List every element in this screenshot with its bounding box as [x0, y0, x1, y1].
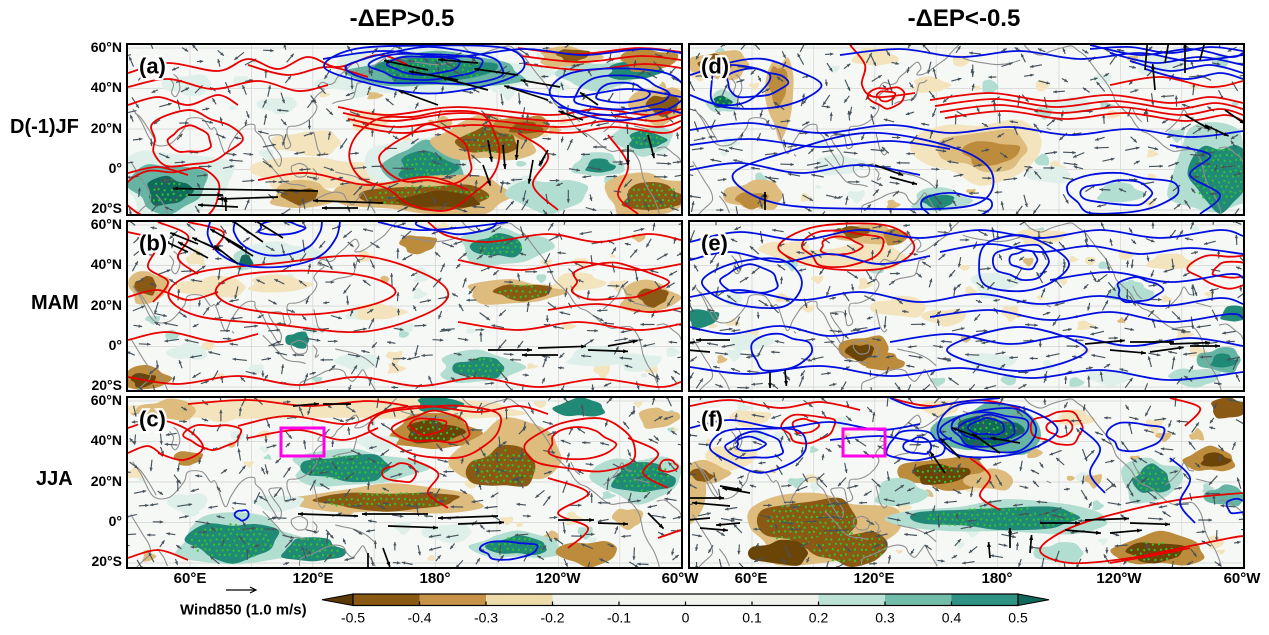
svg-text:-0.4: -0.4 [407, 610, 431, 626]
svg-text:(e): (e) [701, 230, 728, 255]
svg-text:-0.1: -0.1 [607, 610, 631, 626]
svg-text:0.4: 0.4 [942, 610, 962, 626]
svg-text:(d): (d) [701, 53, 729, 78]
svg-text:-0.5: -0.5 [341, 610, 365, 626]
svg-text:0.1: 0.1 [742, 610, 762, 626]
svg-text:0.3: 0.3 [875, 610, 895, 626]
svg-text:(f): (f) [701, 406, 723, 431]
svg-text:-0.2: -0.2 [540, 610, 564, 626]
svg-text:(c): (c) [139, 406, 166, 431]
svg-text:0.5: 0.5 [1008, 610, 1028, 626]
svg-text:-0.3: -0.3 [474, 610, 498, 626]
svg-text:(a): (a) [139, 53, 166, 78]
svg-text:0: 0 [682, 610, 690, 626]
svg-text:(b): (b) [139, 230, 167, 255]
svg-text:0.2: 0.2 [809, 610, 829, 626]
svg-text:Wind850 (1.0 m/s): Wind850 (1.0 m/s) [180, 602, 307, 619]
